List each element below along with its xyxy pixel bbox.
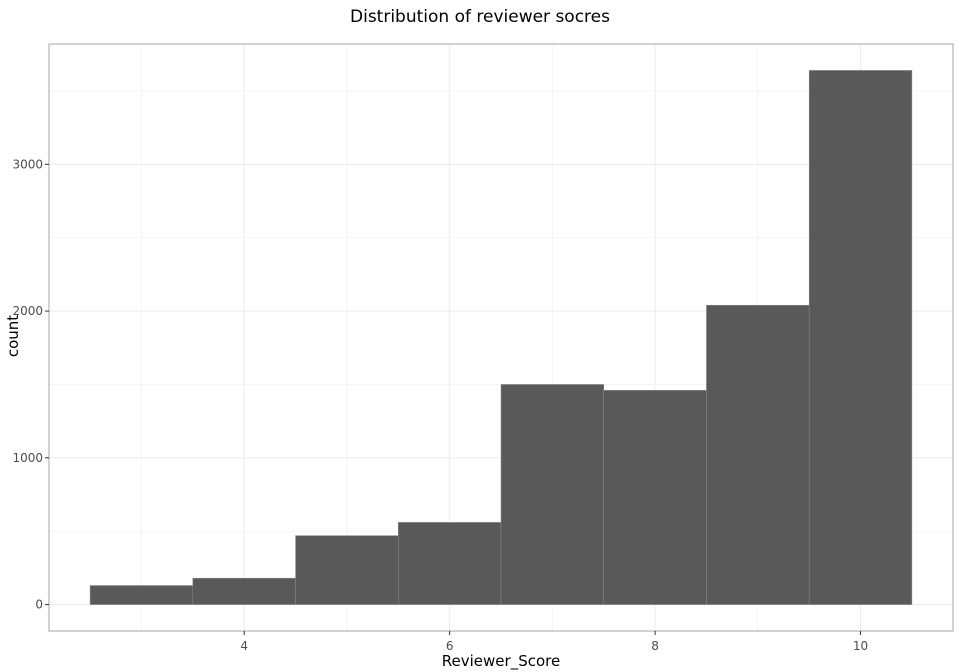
histogram-bar-4 bbox=[398, 522, 502, 605]
x-axis-ticks: 4 6 8 10 bbox=[240, 631, 868, 653]
x-tick-label: 8 bbox=[651, 639, 659, 653]
histogram-bar-2 bbox=[192, 577, 296, 605]
x-tick-label: 10 bbox=[853, 639, 868, 653]
y-tick-label: 3000 bbox=[12, 157, 43, 171]
x-tick-label: 6 bbox=[446, 639, 454, 653]
panel-border bbox=[48, 43, 954, 632]
y-tick-label: 2000 bbox=[12, 304, 43, 318]
y-axis-ticks: 0 1000 2000 3000 bbox=[12, 157, 49, 612]
histogram-bar-3 bbox=[295, 535, 399, 605]
histogram-bar-7 bbox=[706, 304, 810, 605]
y-tick-label: 0 bbox=[35, 598, 43, 612]
histogram-bar-5 bbox=[500, 384, 604, 605]
histogram-bars bbox=[89, 70, 913, 605]
histogram-bar-1 bbox=[89, 585, 194, 605]
y-tick-label: 1000 bbox=[12, 451, 43, 465]
histogram-bar-6 bbox=[603, 390, 707, 605]
x-tick-label: 4 bbox=[240, 639, 248, 653]
histogram-bar-8 bbox=[808, 70, 913, 605]
chart-title: Distribution of reviewer socres bbox=[350, 7, 610, 27]
y-axis-title: count bbox=[4, 315, 22, 357]
x-axis-title: Reviewer_Score bbox=[442, 652, 560, 671]
